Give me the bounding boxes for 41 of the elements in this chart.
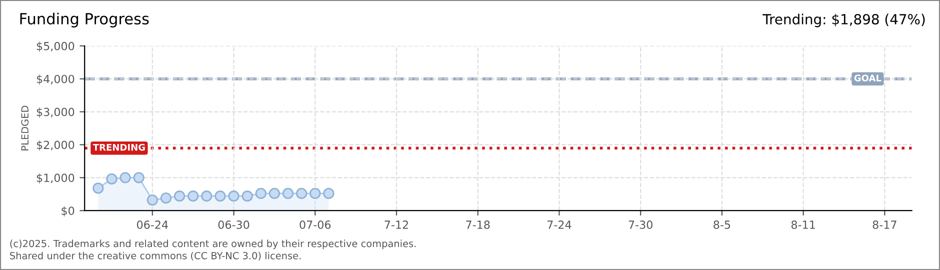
x-tick-label: 06-30	[218, 220, 250, 229]
y-axis-title: PLEDGED	[21, 106, 29, 150]
y-tick-label: $2,000	[36, 140, 74, 151]
text: (c)2025. Trademarks and related content are owned by their respective companies.	[10, 240, 416, 250]
x-tick-label: 8-5	[714, 220, 730, 229]
ref-line-label: TRENDING	[92, 144, 145, 151]
x-tick-label: 7-24	[548, 220, 572, 229]
text: Shared under the creative commons (CC BY-NC 3.0) license.	[10, 252, 301, 260]
point	[146, 194, 158, 206]
x-tick-label: 8-17	[872, 220, 896, 229]
point	[255, 188, 266, 200]
y-tick-label: $0	[62, 206, 74, 216]
point	[120, 172, 131, 184]
point	[310, 188, 321, 200]
point	[106, 173, 118, 185]
point	[174, 190, 186, 202]
point	[160, 192, 172, 204]
point	[242, 190, 253, 202]
chart-title: Funding Progress	[20, 12, 149, 28]
x-tick-label: 06-24	[136, 220, 168, 229]
point	[92, 182, 104, 194]
y-tick-label: $3,000	[36, 108, 74, 118]
y-tick-label: $5,000	[36, 42, 74, 52]
point	[201, 190, 212, 202]
point	[188, 190, 199, 202]
point	[133, 172, 144, 184]
y-tick-label: $4,000	[36, 74, 74, 85]
point	[282, 188, 294, 200]
x-tick-label: 8-11	[791, 220, 815, 229]
ref-line-label: GOAL	[854, 74, 882, 82]
y-tick-label: $1,000	[36, 173, 74, 184]
point	[228, 190, 240, 202]
point	[296, 188, 308, 200]
text: Trending: $1,898 (47%)	[762, 14, 925, 28]
point	[323, 188, 334, 200]
x-tick-label: 07-06	[300, 220, 331, 229]
x-tick-label: 7-30	[628, 220, 652, 229]
point	[268, 188, 280, 200]
x-tick-label: 7-18	[466, 220, 490, 229]
point	[214, 190, 226, 202]
x-tick-label: 7-12	[384, 220, 408, 229]
